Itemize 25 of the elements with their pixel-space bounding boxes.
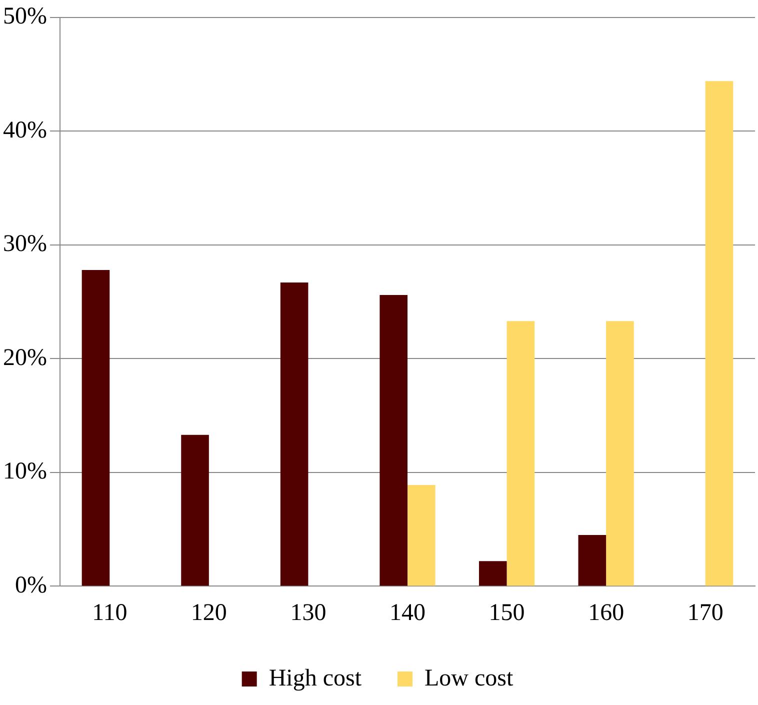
bar — [478, 561, 507, 586]
x-tick-label: 150 — [488, 600, 525, 626]
bar — [705, 81, 734, 586]
x-tick-label: 140 — [389, 600, 426, 626]
bar — [506, 321, 535, 586]
x-tick-label: 130 — [290, 600, 326, 626]
bar — [407, 484, 436, 586]
legend-label: High cost — [268, 665, 362, 692]
y-tick-label: 40% — [2, 117, 47, 144]
y-tick-label: 20% — [2, 344, 47, 371]
x-tick-label: 110 — [92, 600, 128, 626]
x-tick-label: 170 — [687, 600, 724, 626]
y-tick-label: 50% — [2, 4, 47, 30]
bar — [578, 535, 606, 586]
bar — [82, 270, 110, 586]
bar — [181, 434, 209, 586]
y-tick-label: 30% — [2, 231, 47, 258]
x-tick-label: 120 — [190, 600, 227, 626]
y-tick-label: 10% — [2, 458, 47, 485]
bar — [606, 321, 634, 586]
bar — [380, 294, 408, 586]
legend-label: Low cost — [424, 665, 514, 692]
y-tick-label: 0% — [14, 572, 47, 598]
bar — [280, 282, 308, 586]
x-tick-label: 160 — [588, 600, 624, 626]
